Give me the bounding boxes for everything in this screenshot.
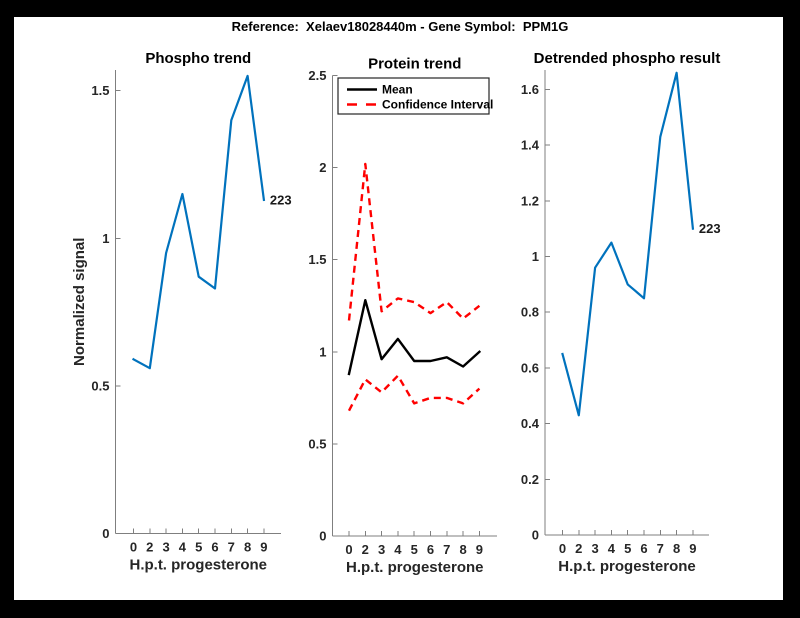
x-tick-label: 0 [130, 540, 137, 555]
x-tick-label: 4 [608, 541, 616, 556]
x-axis-label: H.p.t. progesterone [558, 558, 696, 575]
series-line-detrended-phospho-signal [561, 71, 695, 417]
legend-label: Mean [382, 83, 413, 97]
x-tick-label: 3 [378, 542, 385, 557]
subplot-title: Phospho trend [145, 50, 251, 67]
axes [332, 75, 497, 537]
series-line-confidence-interval-upper [347, 162, 481, 321]
subplot-title: Protein trend [368, 56, 461, 73]
x-tick-label: 5 [195, 540, 202, 555]
y-tick-label: 1 [102, 231, 109, 246]
y-tick-label: 2.5 [308, 68, 326, 83]
y-tick-label: 1.5 [91, 83, 109, 98]
y-tick-label: 0.2 [521, 472, 539, 487]
y-tick-label: 2 [319, 160, 326, 175]
figure-title: Reference: Xelaev18028440m - Gene Symbol… [231, 19, 569, 34]
axes [544, 70, 709, 536]
x-axis-label: H.p.t. progesterone [129, 557, 267, 574]
y-tick-label: 0 [319, 529, 326, 544]
x-tick-label: 9 [260, 540, 267, 555]
y-tick-label: 1.4 [521, 138, 540, 153]
series-line-confidence-interval-lower [347, 374, 481, 412]
x-tick-label: 5 [411, 542, 418, 557]
series-line-mean [347, 299, 482, 376]
y-tick-label: 1.5 [308, 252, 326, 267]
x-tick-label: 2 [362, 542, 369, 557]
y-tick-label: 0.5 [91, 378, 109, 393]
subplot-title: Detrended phospho result [534, 50, 721, 67]
x-tick-label: 5 [624, 541, 631, 556]
x-tick-label: 7 [657, 541, 664, 556]
axes [115, 70, 281, 534]
x-tick-label: 0 [559, 541, 566, 556]
y-tick-label: 1.6 [521, 82, 539, 97]
x-tick-label: 3 [162, 540, 169, 555]
x-tick-label: 3 [591, 541, 598, 556]
y-tick-label: 1 [532, 249, 539, 264]
x-tick-label: 4 [179, 540, 187, 555]
x-tick-label: 8 [673, 541, 680, 556]
y-tick-label: 0 [102, 526, 109, 541]
x-tick-label: 9 [476, 542, 483, 557]
x-tick-label: 2 [146, 540, 153, 555]
y-tick-label: 1 [319, 344, 326, 359]
end-point-label: 223 [699, 221, 721, 236]
x-tick-label: 6 [427, 542, 434, 557]
x-tick-label: 9 [689, 541, 696, 556]
y-axis-label: Normalized signal [71, 238, 88, 366]
x-axis-label: H.p.t. progesterone [346, 559, 484, 576]
x-tick-label: 6 [640, 541, 647, 556]
legend-box [337, 77, 490, 115]
y-tick-label: 1.2 [521, 193, 539, 208]
subplot-3: 0 2 3 4 5 6 7 8 900.20.40.60.811.21.41.6Detrende… [521, 50, 721, 575]
legend-label: Confidence Interval [382, 98, 493, 112]
y-tick-label: 0.4 [521, 416, 540, 431]
y-tick-label: 0.8 [521, 305, 539, 320]
x-tick-label: 6 [211, 540, 218, 555]
x-tick-label: 4 [394, 542, 402, 557]
x-tick-label: 0 [345, 542, 352, 557]
x-tick-label: 7 [443, 542, 450, 557]
x-tick-label: 2 [575, 541, 582, 556]
end-point-label: 223 [270, 192, 292, 207]
series-line-phospho-signal [132, 74, 266, 370]
x-tick-label: 8 [459, 542, 466, 557]
x-tick-label: 7 [228, 540, 235, 555]
y-tick-label: 0 [532, 528, 539, 543]
y-tick-label: 0.6 [521, 360, 539, 375]
y-tick-label: 0.5 [308, 436, 326, 451]
x-tick-label: 8 [244, 540, 251, 555]
